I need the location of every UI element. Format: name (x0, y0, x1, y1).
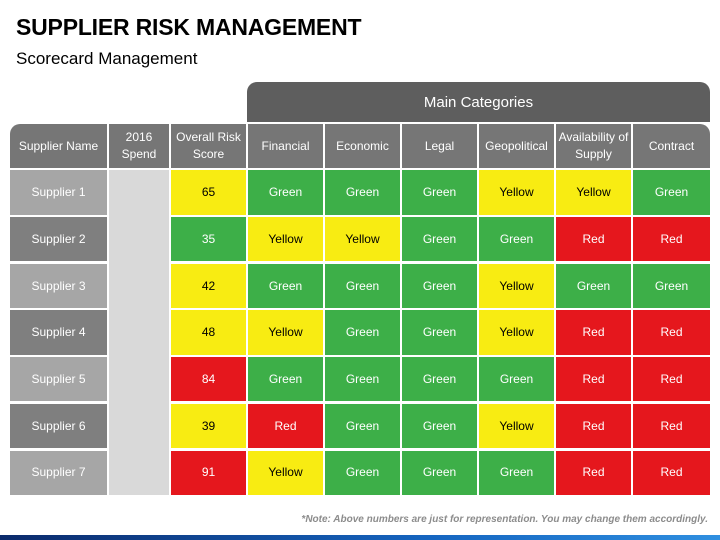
supplier-name-cell: Supplier 5 (10, 357, 107, 402)
risk-score-cell: 39 (171, 403, 246, 449)
rating-cell: Red (248, 403, 323, 449)
risk-score-cell: 84 (171, 357, 246, 402)
column-header: 2016 Spend (109, 124, 169, 168)
rating-cell: Red (633, 357, 710, 402)
rating-cell: Green (325, 450, 400, 495)
rating-cell: Yellow (556, 170, 631, 215)
rating-cell: Green (402, 310, 477, 355)
rating-cell: Red (556, 217, 631, 262)
main-categories-header: Main Categories (247, 82, 710, 122)
risk-score-cell: 42 (171, 263, 246, 309)
column-header: Geopolitical (479, 124, 554, 168)
footnote: *Note: Above numbers are just for repres… (301, 514, 708, 525)
rating-cell: Red (556, 310, 631, 355)
supplier-name-cell: Supplier 1 (10, 170, 107, 215)
rating-cell: Green (633, 263, 710, 309)
rating-cell: Yellow (248, 217, 323, 262)
rating-cell: Green (402, 450, 477, 495)
bottom-accent-bar (0, 535, 720, 540)
risk-score-cell: 35 (171, 217, 246, 262)
column-header: Availability of Supply (556, 124, 631, 168)
rating-cell: Red (633, 217, 710, 262)
rating-cell: Red (556, 450, 631, 495)
rating-cell: Green (325, 357, 400, 402)
rating-cell: Green (479, 217, 554, 262)
supplier-name-cell: Supplier 2 (10, 217, 107, 262)
rating-cell: Red (633, 450, 710, 495)
rating-cell: Yellow (479, 310, 554, 355)
risk-score-cell: 65 (171, 170, 246, 215)
column-header: Overall Risk Score (171, 124, 246, 168)
column-header: Financial (248, 124, 323, 168)
column-header: Legal (402, 124, 477, 168)
risk-scorecard-table: Supplier Name 2016 Spend Overall Risk Scor… (10, 124, 710, 495)
rating-cell: Yellow (479, 170, 554, 215)
supplier-name-cell: Supplier 4 (10, 310, 107, 355)
rating-cell: Yellow (325, 217, 400, 262)
rating-cell: Red (633, 310, 710, 355)
spend-column (109, 170, 169, 495)
rating-cell: Green (633, 170, 710, 215)
risk-score-cell: 91 (171, 450, 246, 495)
rating-cell: Green (402, 403, 477, 449)
rating-cell: Green (325, 403, 400, 449)
rating-cell: Red (556, 403, 631, 449)
rating-cell: Red (556, 357, 631, 402)
rating-cell: Yellow (479, 403, 554, 449)
rating-cell: Green (402, 263, 477, 309)
rating-cell: Green (402, 170, 477, 215)
rating-cell: Green (479, 357, 554, 402)
rating-cell: Green (556, 263, 631, 309)
rating-cell: Yellow (479, 263, 554, 309)
rating-cell: Green (402, 217, 477, 262)
rating-cell: Green (325, 170, 400, 215)
rating-cell: Yellow (248, 450, 323, 495)
rating-cell: Green (248, 170, 323, 215)
supplier-name-cell: Supplier 3 (10, 263, 107, 309)
rating-cell: Red (633, 403, 710, 449)
rating-cell: Green (479, 450, 554, 495)
page-title: SUPPLIER RISK MANAGEMENT (16, 14, 362, 40)
column-header: Contract (633, 124, 710, 168)
risk-score-cell: 48 (171, 310, 246, 355)
page-subtitle: Scorecard Management (16, 49, 198, 68)
rating-cell: Green (402, 357, 477, 402)
column-header: Economic (325, 124, 400, 168)
rating-cell: Green (325, 263, 400, 309)
supplier-name-cell: Supplier 7 (10, 450, 107, 495)
supplier-name-cell: Supplier 6 (10, 403, 107, 449)
rating-cell: Green (248, 263, 323, 309)
rating-cell: Yellow (248, 310, 323, 355)
rating-cell: Green (248, 357, 323, 402)
column-header: Supplier Name (10, 124, 107, 168)
rating-cell: Green (325, 310, 400, 355)
